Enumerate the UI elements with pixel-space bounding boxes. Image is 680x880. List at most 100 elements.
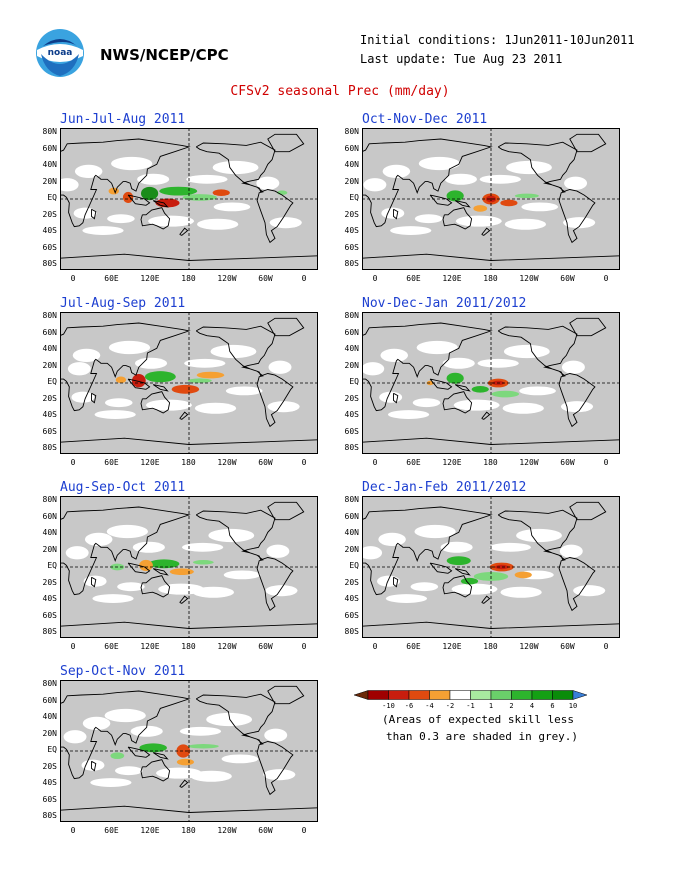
- precip-anomaly-blob: [140, 186, 159, 201]
- last-update: Last update: Tue Aug 23 2011: [360, 52, 563, 66]
- skillful-region-patch: [451, 583, 498, 595]
- colorbar-note-line2: than 0.3 are shaded in grey.): [386, 730, 579, 743]
- coastline: [179, 779, 189, 788]
- lon-label: 180: [181, 826, 196, 835]
- panel-title: Aug-Sep-Oct 2011: [60, 480, 186, 495]
- skillful-region-patch: [186, 174, 228, 184]
- skillful-region-patch: [108, 340, 151, 355]
- lat-label: 60N: [344, 143, 359, 153]
- skillful-region-patch: [181, 542, 224, 552]
- noaa-logo: noaa: [36, 29, 84, 77]
- precip-anomaly-blob: [446, 556, 471, 566]
- lon-label: 60E: [104, 642, 119, 651]
- lon-label: 120W: [217, 274, 237, 283]
- precip-anomaly-blob: [460, 577, 479, 585]
- lat-label: 20N: [344, 176, 359, 186]
- coastline: [195, 141, 294, 244]
- precip-anomaly-blob: [426, 380, 434, 386]
- precip-anomaly-blob: [139, 743, 167, 753]
- panel-title: Sep-Oct-Nov 2011: [60, 664, 186, 679]
- colorbar-cell: [552, 690, 574, 700]
- lon-label: 120E: [442, 642, 462, 651]
- lon-label: 180: [181, 274, 196, 283]
- skillful-region-patch: [208, 528, 255, 543]
- lon-label: 60W: [258, 458, 273, 467]
- panel-title: Jul-Aug-Sep 2011: [60, 296, 186, 311]
- lat-label: 60N: [42, 511, 57, 521]
- lat-label: EQ: [349, 377, 359, 386]
- skillful-region-patch: [564, 176, 588, 190]
- precip-anomaly-blob: [115, 376, 127, 384]
- precip-anomaly-blob: [491, 390, 520, 398]
- lon-label: 120W: [217, 458, 237, 467]
- skillful-region-patch: [442, 357, 475, 369]
- lon-label: 120E: [140, 458, 160, 467]
- colorbar-tick-label: 1: [488, 702, 494, 710]
- lat-label: 80S: [344, 443, 359, 452]
- lat-label: 20S: [42, 577, 57, 587]
- map-frame: [60, 496, 318, 638]
- coastline: [267, 133, 305, 153]
- skillful-region-patch: [362, 546, 383, 560]
- lat-label: 40S: [42, 778, 57, 787]
- lon-label: 180: [483, 274, 498, 283]
- precip-anomaly-blob: [169, 568, 194, 576]
- logo-text: noaa: [48, 48, 73, 58]
- precip-anomaly-map: [60, 680, 318, 822]
- skillful-region-patch: [179, 726, 222, 736]
- coastline: [442, 391, 473, 414]
- precip-anomaly-blob: [176, 744, 191, 758]
- lon-label: 180: [181, 458, 196, 467]
- lat-label: 20S: [344, 209, 359, 219]
- lat-label: EQ: [47, 745, 57, 754]
- lon-label: 0: [70, 642, 76, 651]
- skillful-region-patch: [90, 778, 132, 787]
- coastline: [497, 141, 596, 244]
- skillful-region-patch: [210, 344, 257, 359]
- coastline: [481, 227, 491, 236]
- coastline: [442, 575, 473, 598]
- coastline: [127, 194, 151, 206]
- precip-anomaly-blob: [171, 384, 200, 394]
- skillful-region-patch: [115, 766, 143, 776]
- skillful-region-patch: [60, 178, 79, 192]
- colorbar-scale: [354, 690, 588, 700]
- lon-label: 120E: [140, 826, 160, 835]
- colorbar-arrow-low: [354, 690, 369, 700]
- lat-label: 40N: [344, 528, 359, 537]
- coastline: [195, 325, 294, 428]
- skillful-region-patch: [67, 362, 91, 376]
- coastline: [179, 227, 189, 236]
- skillful-region-patch: [382, 164, 411, 179]
- panel-title: Nov-Dec-Jan 2011/2012: [362, 296, 527, 311]
- lon-label: 60E: [104, 274, 119, 283]
- coastline: [267, 501, 305, 521]
- skillful-region-patch: [503, 344, 550, 359]
- lat-label: 20N: [344, 360, 359, 370]
- coastline: [195, 509, 294, 612]
- lat-label: 40N: [42, 344, 57, 353]
- skillful-region-patch: [268, 360, 292, 374]
- coastline: [481, 411, 491, 420]
- lat-label: 60S: [344, 610, 359, 620]
- coastline: [393, 208, 399, 220]
- coastline: [140, 759, 171, 782]
- precip-anomaly-map: [60, 128, 318, 270]
- coastline: [569, 133, 607, 153]
- precip-anomaly-blob: [196, 371, 225, 379]
- precip-anomaly-blob: [110, 752, 125, 760]
- panel-title: Oct-Nov-Dec 2011: [362, 112, 488, 127]
- skillful-region-patch: [414, 524, 456, 539]
- lon-label: 0: [301, 274, 307, 283]
- coastline: [481, 595, 491, 604]
- coastline: [60, 506, 191, 596]
- skillful-region-patch: [455, 215, 502, 227]
- skillful-region-patch: [263, 769, 296, 781]
- skillful-region-patch: [132, 541, 165, 553]
- map-frame: [362, 496, 620, 638]
- skillful-region-patch: [416, 340, 458, 355]
- lon-label: 60E: [406, 458, 421, 467]
- skillful-region-patch: [111, 156, 153, 171]
- skillful-region-patch: [73, 207, 97, 219]
- coastline: [454, 384, 471, 392]
